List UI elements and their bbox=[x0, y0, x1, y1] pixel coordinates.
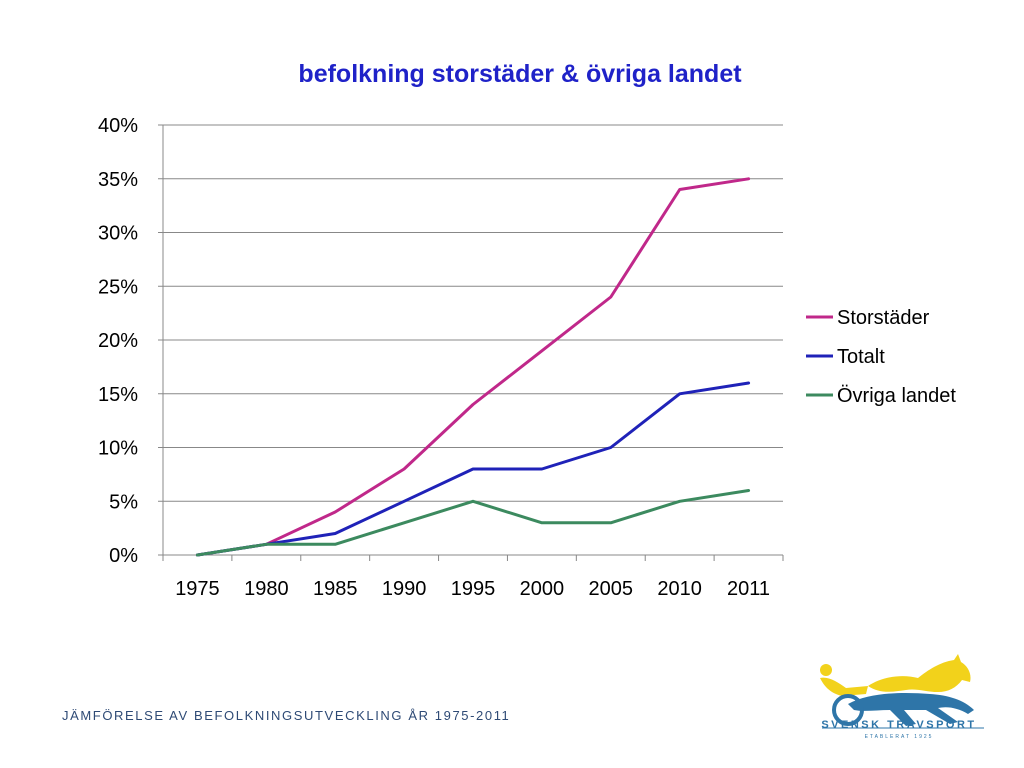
x-tick-label: 1980 bbox=[244, 578, 289, 600]
driver-body-shape bbox=[820, 677, 868, 696]
x-tick-label: 2000 bbox=[520, 578, 565, 600]
x-tick-label: 2005 bbox=[589, 578, 634, 600]
y-tick-label: 20% bbox=[98, 330, 138, 352]
y-tick-label: 40% bbox=[98, 115, 138, 137]
y-tick-label: 10% bbox=[98, 438, 138, 460]
axes bbox=[158, 124, 784, 561]
x-tick-label: 1985 bbox=[313, 578, 358, 600]
x-tick-label: 2010 bbox=[657, 578, 702, 600]
svensk-travsport-logo: SVENSK TRAVSPORT ETABLERAT 1925 bbox=[820, 654, 984, 740]
x-tick-label: 1975 bbox=[175, 578, 220, 600]
y-tick-label: 25% bbox=[98, 276, 138, 298]
chart-title: befolkning storstäder & övriga landet bbox=[298, 60, 742, 88]
y-tick-label: 30% bbox=[98, 223, 138, 245]
y-tick-label: 15% bbox=[98, 384, 138, 406]
y-tick-label: 0% bbox=[109, 545, 138, 567]
legend: Storstäder Totalt Övriga landet bbox=[806, 307, 956, 407]
horse-body-shape bbox=[848, 693, 974, 726]
sulky-wheel-shape bbox=[832, 694, 864, 726]
legend-label: Totalt bbox=[837, 346, 885, 368]
x-tick-label: 2011 bbox=[727, 578, 770, 600]
x-axis-tick-labels: 1975 1980 1985 1990 1995 2000 2005 2010 2011 bbox=[175, 578, 770, 600]
x-tick-label: 1990 bbox=[382, 578, 427, 600]
legend-label: Övriga landet bbox=[837, 385, 956, 407]
x-tick-label: 1995 bbox=[451, 578, 496, 600]
logo-tagline: ETABLERAT 1925 bbox=[865, 734, 934, 740]
gridlines bbox=[163, 124, 783, 502]
legend-label: Storstäder bbox=[837, 307, 930, 329]
series-lines bbox=[195, 177, 751, 557]
y-tick-label: 5% bbox=[109, 491, 138, 513]
y-axis-tick-labels: 0% 5% 10% 15% 20% 25% 30% 35% 40% bbox=[98, 115, 138, 567]
horse-head-shape bbox=[868, 654, 971, 692]
footer-caption: JÄMFÖRELSE AV BEFOLKNINGSUTVECKLING ÅR 1… bbox=[62, 708, 511, 723]
y-tick-label: 35% bbox=[98, 169, 138, 191]
series-line-storst-der bbox=[195, 177, 751, 557]
driver-head-shape bbox=[820, 664, 832, 676]
logo-wordmark: SVENSK TRAVSPORT bbox=[821, 719, 976, 731]
series-line-totalt bbox=[195, 381, 751, 557]
series-line-vriga-landet bbox=[195, 489, 751, 557]
